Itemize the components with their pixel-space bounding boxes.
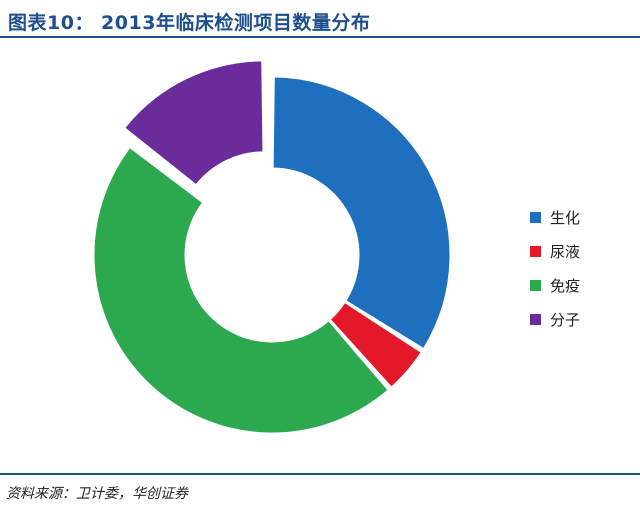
donut-slice-2 [329, 301, 422, 388]
legend-label: 分子 [550, 310, 581, 329]
legend-item: 分子 [530, 302, 580, 336]
source-bar: 资料来源：卫计委，华创证券 [0, 473, 640, 510]
legend-item: 生化 [530, 200, 580, 234]
donut-slice-3 [93, 147, 389, 434]
source-note: 资料来源：卫计委，华创证券 [6, 486, 188, 502]
donut-slice-1 [272, 76, 451, 350]
legend-swatch [530, 313, 541, 325]
legend-label: 免疫 [550, 276, 581, 295]
legend-swatch [530, 279, 541, 291]
legend-label: 尿液 [550, 242, 581, 261]
chart-plot-area [0, 38, 640, 468]
chart-title: 图表10： 2013年临床检测项目数量分布 [8, 12, 371, 34]
title-bar: 图表10： 2013年临床检测项目数量分布 [0, 0, 640, 38]
legend-swatch [530, 211, 541, 223]
legend-label: 生化 [550, 208, 581, 227]
legend-swatch [530, 245, 541, 257]
donut-slice-4 [124, 60, 264, 186]
legend-item: 免疫 [530, 268, 580, 302]
legend: 生化 尿液 免疫 分子 [530, 200, 580, 336]
donut-chart [93, 60, 451, 434]
legend-item: 尿液 [530, 234, 580, 268]
